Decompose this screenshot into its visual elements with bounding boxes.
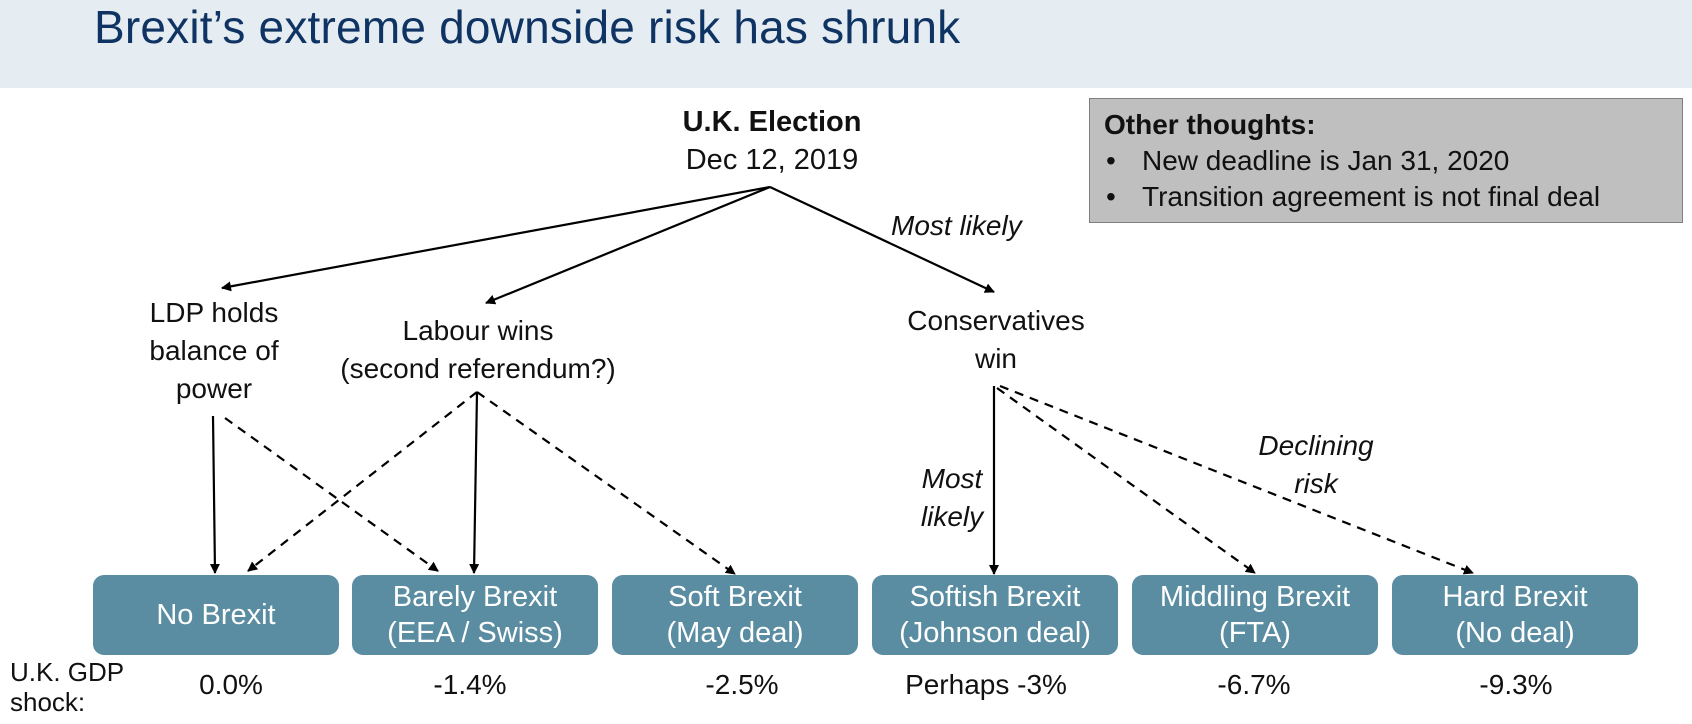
arrow-conservatives-to-middling-brexit xyxy=(996,387,1256,574)
arrow-election-to-conservatives xyxy=(769,186,995,293)
labour-scenario: Labour wins (second referendum?) xyxy=(340,315,616,384)
election-date: Dec 12, 2019 xyxy=(685,144,859,176)
election-node: U.K. Election Dec 12, 2019 xyxy=(683,103,862,179)
gdp-shock-label: U.K. GDP shock: xyxy=(10,657,125,717)
outcome-barely-brexit: Barely Brexit (EEA / Swiss) xyxy=(352,575,598,655)
gdp-value-hard-brexit: -9.3% xyxy=(1479,669,1553,700)
arrow-ldp-to-barely-brexit xyxy=(224,417,439,572)
list-item: • Transition agreement is not final deal xyxy=(1104,179,1682,215)
gdp-value-middling-brexit: -6.7% xyxy=(1217,669,1291,700)
declining-risk-label: Declining risk xyxy=(1258,430,1374,499)
arrow-election-to-ldp xyxy=(221,185,771,292)
gdp-value-softish-brexit: Perhaps -3% xyxy=(905,669,1067,700)
page-title: Brexit’s extreme downside risk has shrun… xyxy=(94,1,961,53)
bullet-icon: • xyxy=(1106,181,1116,212)
conservatives-scenario: Conservatives win xyxy=(907,305,1085,374)
most-likely-label-left: Most likely xyxy=(920,463,984,532)
arrow-conservatives-to-hard-brexit xyxy=(999,384,1474,575)
list-item: • New deadline is Jan 31, 2020 xyxy=(1104,143,1682,179)
gdp-value-no-brexit: 0.0% xyxy=(199,669,263,700)
other-thoughts-list: • New deadline is Jan 31, 2020 • Transitio… xyxy=(1104,143,1682,215)
bullet-icon: • xyxy=(1106,145,1116,176)
gdp-value-barely-brexit: -1.4% xyxy=(433,669,507,700)
election-title: U.K. Election xyxy=(682,106,862,138)
arrow-labour-to-barely-brexit xyxy=(469,391,480,574)
gdp-value-soft-brexit: -2.5% xyxy=(705,669,779,700)
header-band xyxy=(0,0,1692,88)
outcome-hard-brexit: Hard Brexit (No deal) xyxy=(1392,575,1638,655)
other-thoughts-box: Other thoughts: • New deadline is Jan 31,… xyxy=(1089,98,1683,223)
arrow-labour-to-soft-brexit xyxy=(476,391,736,575)
outcome-no-brexit: No Brexit xyxy=(93,575,339,655)
arrow-ldp-to-no-brexit xyxy=(209,415,220,574)
arrow-labour-to-no-brexit xyxy=(247,391,478,572)
outcome-soft-brexit: Soft Brexit (May deal) xyxy=(612,575,858,655)
outcome-softish-brexit: Softish Brexit (Johnson deal) xyxy=(872,575,1118,655)
arrow-election-to-labour xyxy=(485,185,771,305)
outcome-middling-brexit: Middling Brexit (FTA) xyxy=(1132,575,1378,655)
ldp-scenario: LDP holds balance of power xyxy=(149,297,279,404)
most-likely-label-top: Most likely xyxy=(891,210,1022,241)
other-thoughts-title: Other thoughts: xyxy=(1104,109,1316,140)
